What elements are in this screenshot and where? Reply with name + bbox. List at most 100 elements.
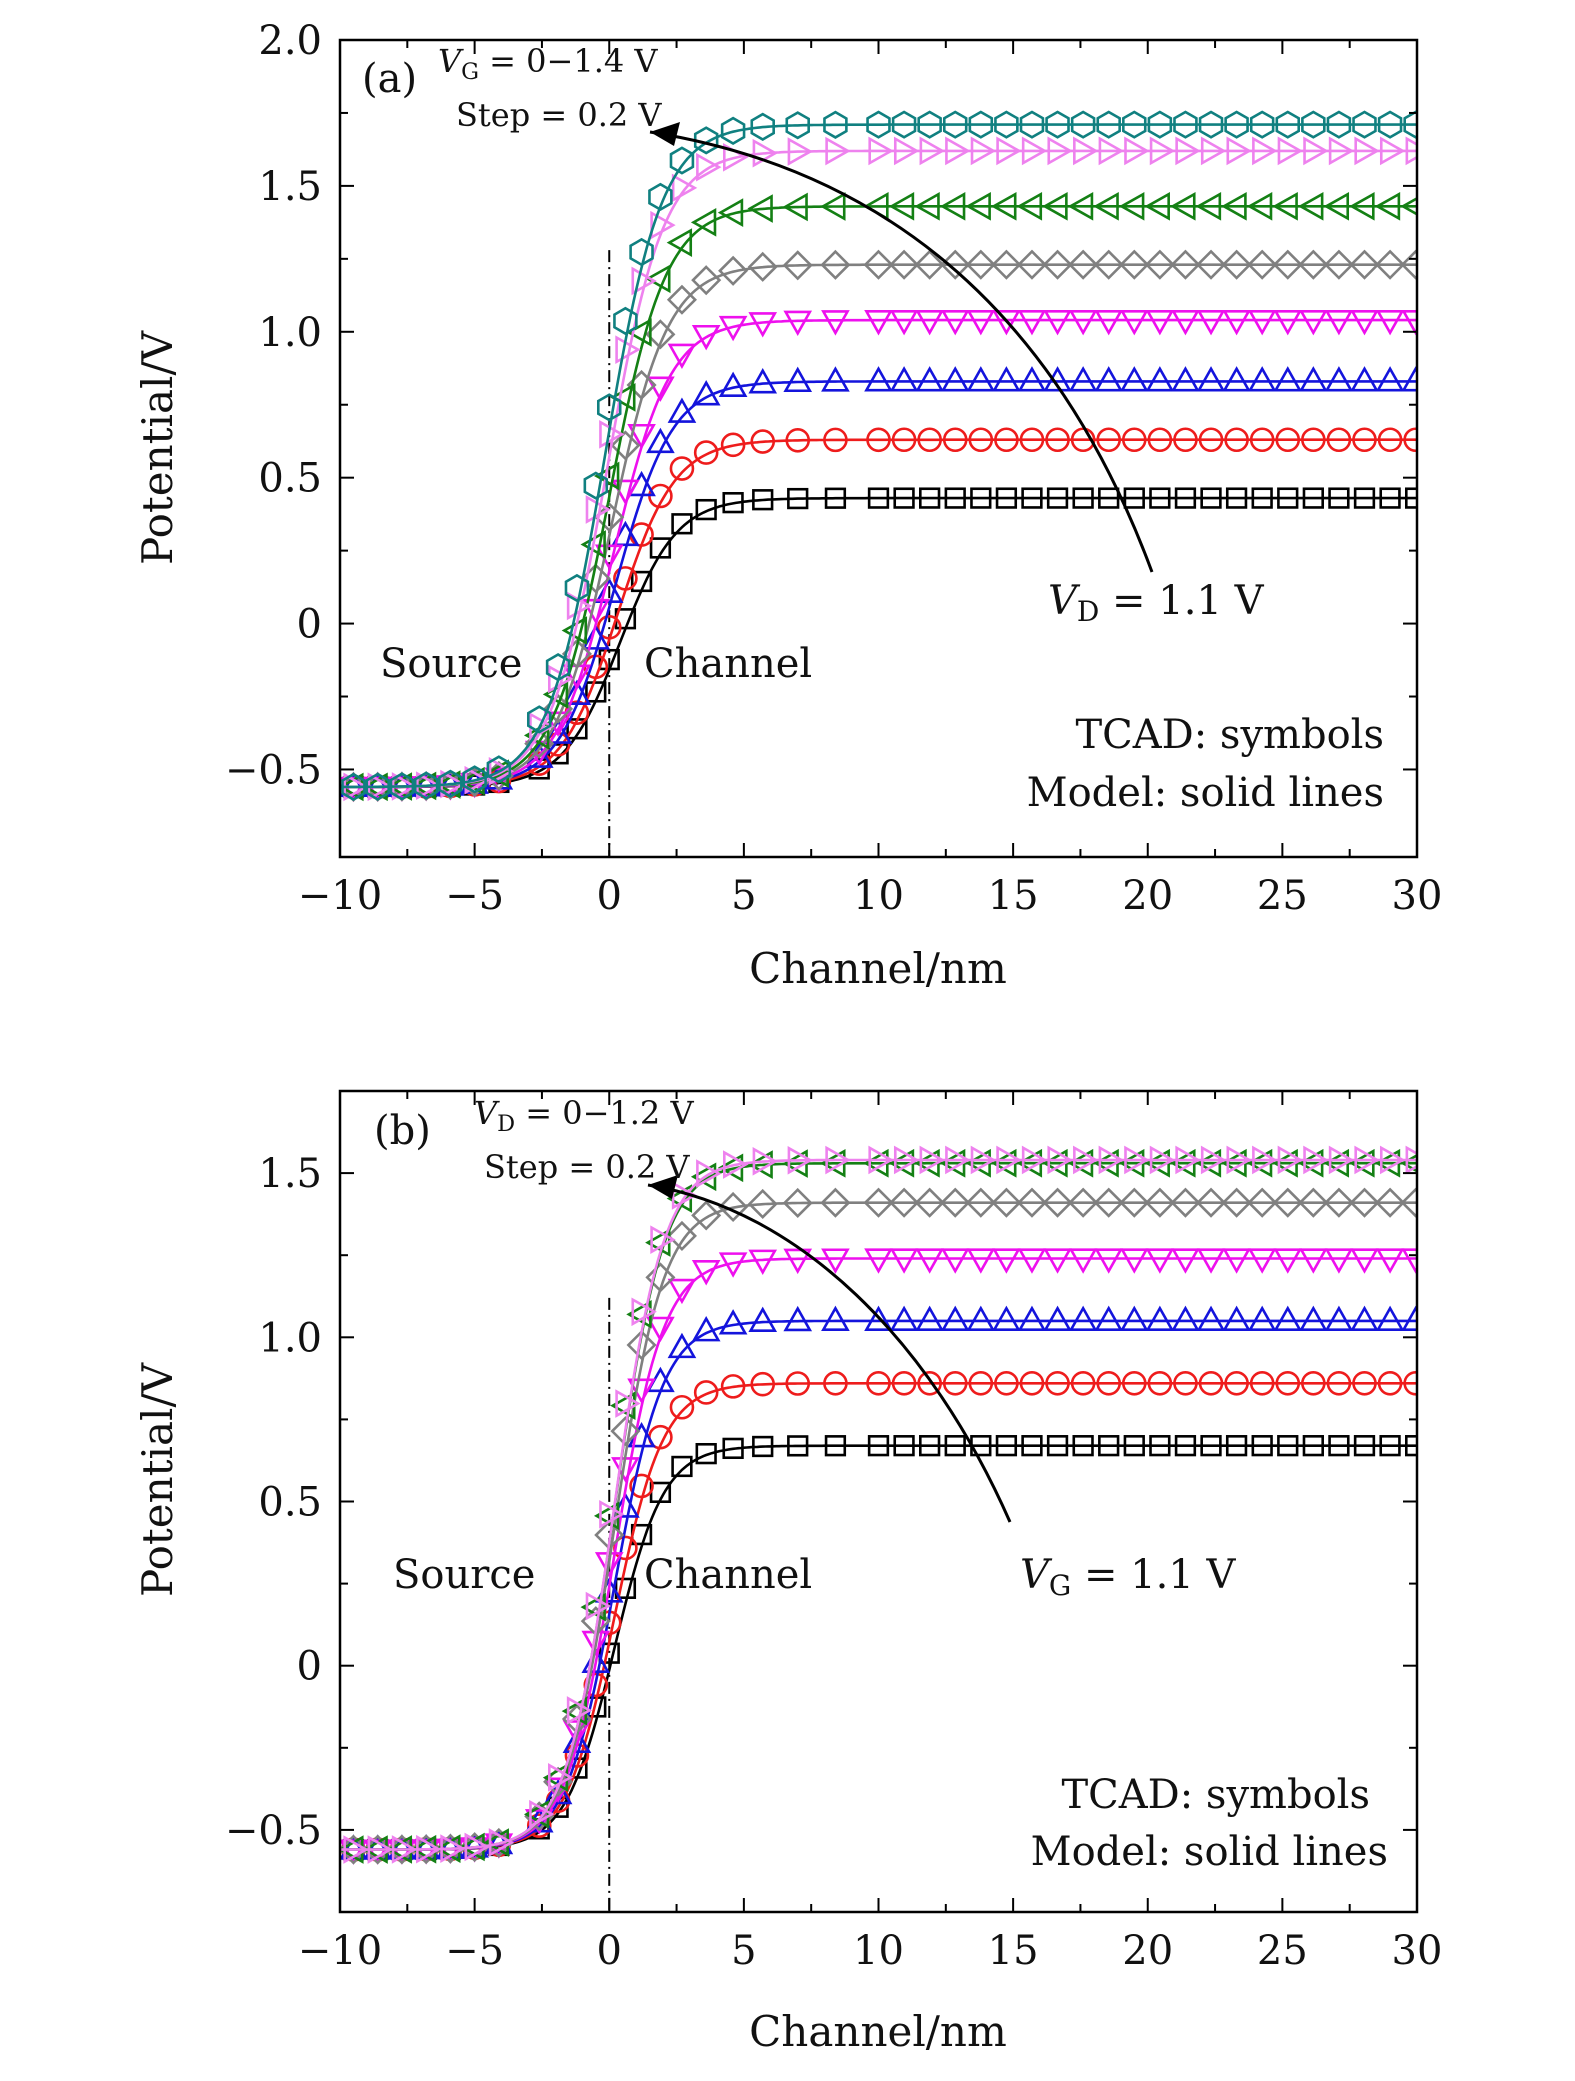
tcad-symbol	[363, 1839, 393, 1865]
tcad-symbol	[626, 1330, 657, 1361]
model-curve	[340, 263, 1417, 789]
tcad-symbol	[917, 427, 942, 453]
panel-b-legend-line1: TCAD: symbols	[1062, 1772, 1371, 1818]
tcad-symbol	[787, 1435, 809, 1457]
tcad-symbol	[824, 1435, 847, 1457]
tcad-symbol	[940, 1248, 970, 1274]
tcad-symbol	[1226, 1145, 1252, 1175]
tcad-symbol	[363, 1834, 393, 1860]
tcad-symbol	[1272, 1187, 1303, 1218]
tcad-symbol	[1173, 1370, 1198, 1396]
tcad-symbol	[566, 1696, 593, 1725]
tcad-symbol	[783, 310, 813, 337]
tcad-symbol	[1273, 310, 1303, 336]
tcad-symbol	[821, 310, 850, 336]
tcad-symbol	[1247, 1187, 1278, 1218]
tcad-symbol	[1246, 191, 1273, 221]
series-hexagon	[340, 110, 1417, 802]
tcad-symbol	[915, 366, 944, 392]
tcad-symbol	[1222, 1305, 1251, 1331]
tcad-symbol	[1374, 191, 1401, 221]
tcad-symbol	[1067, 191, 1094, 221]
tcad-symbol	[1353, 487, 1376, 509]
tcad-symbol	[1149, 1145, 1176, 1175]
tcad-symbol	[695, 498, 717, 521]
tcad-symbol	[667, 397, 697, 423]
panel-a-legend-line1: TCAD: symbols	[1076, 712, 1385, 758]
tcad-symbol	[691, 380, 721, 406]
tcad-symbol	[1170, 249, 1201, 280]
tcad-symbol	[1198, 110, 1224, 139]
tcad-symbol	[1043, 1305, 1072, 1331]
tcad-symbol	[1375, 249, 1406, 280]
tcad-symbol	[387, 1839, 417, 1865]
tcad-symbol	[1149, 1435, 1171, 1457]
panel-a-channel-label: Channel	[644, 641, 812, 687]
tcad-symbol	[1328, 1145, 1355, 1175]
tcad-symbol	[365, 772, 390, 801]
sweep-arrow	[647, 1183, 1012, 1523]
tcad-symbol	[1301, 1370, 1326, 1396]
tcad-symbol	[1173, 110, 1198, 139]
tcad-symbol	[919, 136, 945, 166]
tcad-symbol	[1352, 1370, 1377, 1396]
x-tick-label: 0	[597, 873, 622, 919]
tcad-symbol	[646, 1316, 675, 1343]
tcad-symbol	[1352, 427, 1377, 453]
tcad-symbol	[1353, 1435, 1376, 1457]
panel-b-label: (b)	[374, 1108, 431, 1154]
tcad-symbol	[1174, 487, 1197, 509]
tcad-symbol	[996, 1145, 1022, 1175]
tcad-symbol	[889, 249, 920, 280]
tcad-symbol	[343, 1835, 369, 1864]
tcad-symbol	[1249, 1370, 1275, 1396]
tcad-symbol	[1019, 1370, 1045, 1396]
tcad-symbol	[1275, 110, 1301, 139]
tcad-symbol	[669, 146, 695, 175]
series-triangle-right	[340, 136, 1417, 802]
tcad-symbol	[630, 570, 653, 593]
panel-a-label: (a)	[362, 56, 417, 102]
tcad-symbol	[1350, 1305, 1379, 1331]
tcad-symbol	[1405, 1435, 1417, 1457]
tcad-symbol	[995, 1435, 1018, 1457]
y-tick-label: 1.0	[258, 1315, 322, 1361]
tcad-symbol	[1021, 1435, 1043, 1457]
tcad-symbol	[1098, 136, 1125, 166]
tcad-symbol	[782, 1187, 813, 1219]
tcad-symbol	[748, 368, 778, 394]
tcad-symbol	[629, 1473, 654, 1499]
tcad-symbol	[889, 1305, 919, 1331]
tcad-symbol	[1072, 1435, 1094, 1457]
tcad-symbol	[389, 772, 415, 801]
tcad-symbol	[940, 249, 971, 280]
tcad-symbol	[1302, 487, 1324, 509]
tcad-symbol	[1326, 427, 1352, 453]
tcad-symbol	[1247, 249, 1278, 280]
tcad-symbol	[787, 137, 814, 166]
tcad-symbol	[1224, 427, 1249, 453]
tcad-symbol	[1124, 136, 1150, 166]
tcad-symbol	[1068, 1187, 1099, 1218]
tcad-symbol	[1198, 427, 1224, 453]
tcad-symbol	[717, 198, 744, 227]
tcad-symbol	[718, 255, 749, 286]
tcad-symbol	[483, 1828, 509, 1857]
tcad-symbol	[1094, 310, 1124, 336]
tcad-symbol	[1019, 427, 1045, 453]
tcad-symbol	[1225, 1435, 1248, 1457]
tcad-symbol	[1328, 487, 1350, 509]
tcad-symbol	[599, 419, 625, 449]
tcad-symbol	[914, 191, 940, 221]
tcad-symbol	[436, 1838, 465, 1865]
tcad-symbol	[1328, 136, 1355, 166]
y-tick-label: 0	[297, 1644, 322, 1690]
tcad-symbol	[363, 771, 393, 797]
tcad-symbol	[1249, 427, 1275, 453]
tcad-symbol	[1221, 1187, 1252, 1218]
tcad-symbol	[1379, 136, 1406, 166]
tcad-symbol	[1277, 1435, 1299, 1457]
tcad-symbol	[994, 427, 1019, 453]
tcad-symbol	[387, 771, 417, 797]
tcad-symbol	[718, 1309, 748, 1335]
